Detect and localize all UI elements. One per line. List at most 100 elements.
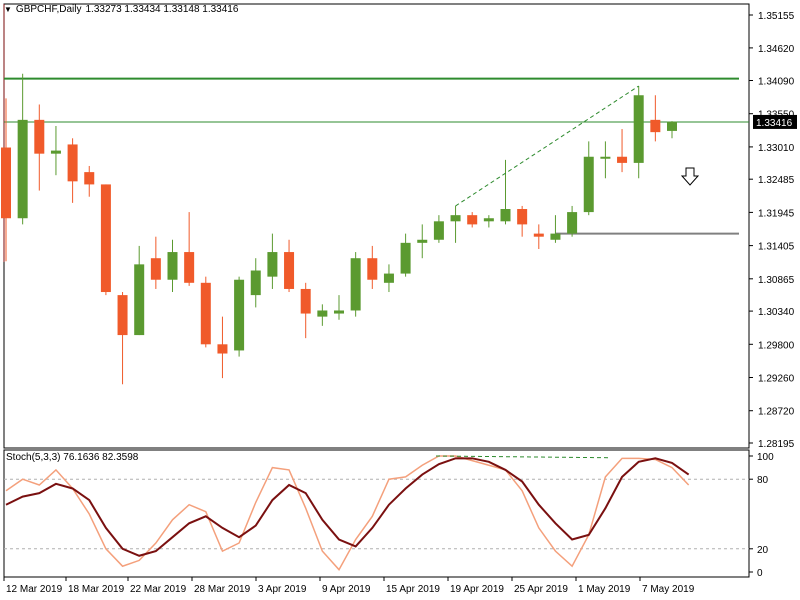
stoch-signal-line [5, 457, 690, 557]
candle-body [383, 273, 394, 283]
candle-body [500, 209, 511, 222]
stoch-trend-line [435, 455, 611, 459]
candle [567, 205, 578, 237]
candle [17, 73, 28, 225]
x-tick-label: 25 Apr 2019 [514, 584, 568, 595]
candle [150, 236, 161, 289]
candle [483, 215, 494, 228]
x-tick-label: 19 Apr 2019 [450, 584, 504, 595]
candle-body [67, 144, 78, 182]
triangle-down-icon[interactable]: ▼ [4, 5, 12, 14]
candle [633, 86, 644, 179]
candle [350, 252, 361, 317]
candle [433, 215, 444, 243]
price-tick-label: 1.28720 [758, 407, 795, 418]
candle [550, 215, 561, 243]
candle [234, 276, 245, 357]
symbol-header[interactable]: ▼ GBPCHF,Daily 1.33273 1.33434 1.33148 1… [4, 4, 238, 15]
candle-body [633, 95, 644, 163]
x-tick-label: 7 May 2019 [642, 584, 695, 595]
symbol-label: GBPCHF,Daily [15, 4, 82, 15]
candle-body [517, 209, 528, 225]
candle-body [250, 270, 261, 296]
candle [284, 239, 295, 293]
down-arrow-icon [680, 167, 700, 186]
candle [500, 159, 511, 225]
candle [334, 295, 344, 320]
candle-body [1, 147, 11, 219]
candle [650, 95, 661, 142]
price-tick-label: 1.34090 [758, 76, 795, 87]
stoch-tick-label: 20 [757, 545, 769, 556]
x-tick-label: 28 Mar 2019 [194, 584, 251, 595]
candle [667, 121, 677, 139]
candle-body [617, 156, 628, 163]
candle [517, 205, 528, 237]
price-tick-label: 1.31945 [758, 208, 795, 219]
candle-body [400, 242, 411, 274]
candle [450, 205, 461, 243]
candle-body [17, 119, 28, 219]
candle-body [583, 156, 594, 213]
x-tick-label: 12 Mar 2019 [6, 584, 63, 595]
candle [217, 316, 228, 379]
candle-body [34, 119, 45, 154]
candle-body [433, 221, 444, 240]
candle [250, 258, 261, 308]
price-tick-label: 1.30865 [758, 275, 795, 286]
candle [67, 138, 78, 203]
candle-body [667, 121, 677, 131]
candle [134, 245, 145, 336]
candle-body [300, 288, 311, 314]
candle-body [134, 264, 145, 336]
candle-body [533, 233, 544, 237]
candle-body [150, 258, 161, 280]
candle [533, 224, 544, 249]
candle [167, 239, 178, 293]
x-tick-label: 22 Mar 2019 [130, 584, 187, 595]
price-tick-label: 1.32485 [758, 175, 795, 186]
candle [317, 304, 328, 326]
price-tick-label: 1.29800 [758, 340, 795, 351]
price-tick-label: 1.34620 [758, 44, 795, 55]
price-tick-label: 1.35155 [758, 11, 795, 22]
price-tick-label: 1.30340 [758, 307, 795, 318]
current-price-label: 1.33416 [756, 118, 793, 129]
candle [117, 292, 128, 385]
stoch-tick-label: 100 [757, 452, 774, 463]
candle-body [217, 344, 228, 354]
candle-body [467, 215, 478, 225]
candle [184, 212, 195, 286]
ohlc-values: 1.33273 1.33434 1.33148 1.33416 [85, 4, 239, 15]
candle-body [284, 252, 295, 289]
candle-body [317, 310, 328, 317]
trend-line [455, 85, 639, 207]
indicator-panel-frame [3, 449, 750, 578]
candle-body [483, 218, 494, 222]
candle-body [84, 172, 95, 185]
candle-body [200, 282, 211, 345]
stoch-main-line [5, 455, 690, 571]
candle [383, 264, 394, 293]
candle-body [350, 258, 361, 311]
candle [400, 233, 411, 277]
candle [417, 224, 428, 259]
x-tick-label: 1 May 2019 [578, 584, 631, 595]
candle-body [650, 119, 661, 133]
candle-body [567, 212, 578, 234]
x-tick-label: 3 Apr 2019 [258, 584, 307, 595]
candle [617, 129, 628, 173]
candle [84, 165, 95, 197]
price-tick-label: 1.28195 [758, 439, 795, 450]
current-price-badge [753, 114, 797, 129]
candle [1, 98, 11, 262]
candle-body [600, 156, 611, 159]
price-tick-label: 1.29260 [758, 374, 795, 385]
candle [50, 125, 61, 176]
candle [600, 141, 611, 179]
candle-body [184, 252, 195, 283]
candle-body [234, 279, 245, 351]
price-tick-label: 1.33010 [758, 143, 795, 154]
